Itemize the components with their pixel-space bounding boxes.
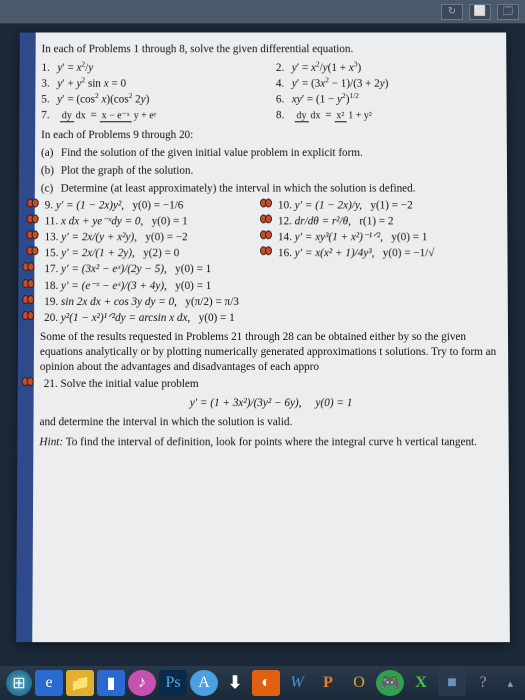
bug-icon <box>27 199 41 208</box>
problem-13: 13. y′ = 2x/(y + x²y), y(0) = −2 <box>44 231 268 246</box>
ie-icon[interactable]: e <box>35 670 63 696</box>
bug-icon <box>26 247 40 256</box>
problem-9: 9. y′ = (1 − 2x)y², y(0) = −1/6 <box>45 199 268 214</box>
subtask-a: (a)Find the solution of the given initia… <box>41 146 501 161</box>
help-icon[interactable]: ? <box>469 670 497 696</box>
taskbar[interactable]: ⊞e📁▮♪PsA⬇◐WPO🎮X■? ▴ <box>0 666 525 700</box>
section-header-1: In each of Problems 1 through 8, solve t… <box>42 42 501 57</box>
itunes-icon[interactable]: ♪ <box>128 670 156 696</box>
system-tray[interactable]: ▴ <box>507 677 519 690</box>
problem-1: 1.y′ = x2/y <box>41 61 266 76</box>
problem-12: 12. dr/dθ = r²/θ, r(1) = 2 <box>278 215 501 230</box>
photoshop-icon[interactable]: Ps <box>159 670 187 696</box>
problem-16: 16. y′ = x(x² + 1)/4y³, y(0) = −1/√ <box>278 247 502 262</box>
problem-5: 5.y′ = (cos2 x)(cos2 2y) <box>41 93 266 108</box>
bug-icon <box>22 377 36 386</box>
problem-10: 10. y′ = (1 − 2x)/y, y(1) = −2 <box>278 199 501 214</box>
appstore-icon[interactable]: A <box>190 670 218 696</box>
problem-14: 14. y′ = xy³(1 + x²)⁻¹ᐟ², y(0) = 1 <box>278 231 502 246</box>
explorer-icon[interactable]: 📁 <box>66 670 94 696</box>
bug-icon <box>260 199 274 208</box>
player-icon[interactable]: ◐ <box>252 670 280 696</box>
word-icon[interactable]: W <box>283 670 311 696</box>
powerpoint-icon[interactable]: P <box>314 670 342 696</box>
bug-icon <box>260 231 274 240</box>
problem-6: 6.xy′ = (1 − y2)1/2 <box>276 93 501 108</box>
subtask-b: (b)Plot the graph of the solution. <box>41 164 501 179</box>
window-titlebar: ↻ ⬜ 🗔 <box>0 0 525 24</box>
titlebar-button-2[interactable]: ⬜ <box>469 4 491 20</box>
problem-15: 15. y′ = 2x/(1 + 2y), y(2) = 0 <box>44 247 268 262</box>
problem-19: 19. sin 2x dx + cos 3y dy = 0, y(π/2) = … <box>40 295 502 310</box>
problem-20: 20. y²(1 − x²)¹ᐟ²dy = arcsin x dx, y(0) … <box>40 311 502 326</box>
problem-3: 3.y′ + y2 sin x = 0 <box>41 77 266 92</box>
titlebar-button-3[interactable]: 🗔 <box>497 4 519 20</box>
problem-2: 2.y′ = x2/y(1 + x3) <box>276 61 501 76</box>
problem-4: 4.y′ = (3x2 − 1)/(3 + 2y) <box>276 77 501 92</box>
bug-icon <box>22 263 36 272</box>
problem-17: 17. y′ = (3x² − eˣ)/(2y − 5), y(0) = 1 <box>40 263 501 278</box>
bug-icon <box>22 311 36 320</box>
problem-21-equation: y′ = (1 + 3x²)/(3y² − 6y), y(0) = 1 <box>40 396 503 411</box>
download-icon[interactable]: ⬇ <box>221 670 249 696</box>
section-header-2: In each of Problems 9 through 20: <box>41 128 501 143</box>
problem-7: 7. dydx = x − e⁻ˣy + eʸ <box>41 109 266 124</box>
excel-icon[interactable]: X <box>407 670 435 696</box>
problem-18: 18. y′ = (e⁻ˣ − eˣ)/(3 + 4y), y(0) = 1 <box>40 279 502 294</box>
problem-set-1: 1.y′ = x2/y 3.y′ + y2 sin x = 0 5.y′ = (… <box>41 61 501 125</box>
bug-icon <box>22 295 36 304</box>
problem-11: 11. x dx + ye⁻ˣdy = 0, y(0) = 1 <box>45 215 268 230</box>
page-left-band <box>16 32 36 642</box>
bug-icon <box>27 231 41 240</box>
titlebar-button-1[interactable]: ↻ <box>441 4 463 20</box>
unknown-icon[interactable]: ■ <box>438 670 466 696</box>
bug-icon <box>22 279 36 288</box>
problem-21-tail: and determine the interval in which the … <box>39 416 502 431</box>
bug-icon <box>260 215 274 224</box>
problem-21: 21. Solve the initial value problem <box>40 377 503 392</box>
problem-8: 8. dydx = x²1 + y² <box>276 109 501 124</box>
game-icon[interactable]: 🎮 <box>376 670 404 696</box>
bug-icon <box>27 215 41 224</box>
problem-21-hint: Hint: To find the interval of definition… <box>39 435 502 450</box>
subtask-c: (c)Determine (at least approximately) th… <box>41 182 501 197</box>
textbook-page: In each of Problems 1 through 8, solve t… <box>16 32 510 642</box>
problem-set-2: 9. y′ = (1 − 2x)y², y(0) = −1/6 10. y′ = … <box>40 199 502 326</box>
start-icon[interactable]: ⊞ <box>6 670 32 696</box>
chart-icon[interactable]: ▮ <box>97 670 125 696</box>
paragraph-21-intro: Some of the results requested in Problem… <box>40 330 502 375</box>
bug-icon <box>260 247 274 256</box>
outlook-icon[interactable]: O <box>345 670 373 696</box>
